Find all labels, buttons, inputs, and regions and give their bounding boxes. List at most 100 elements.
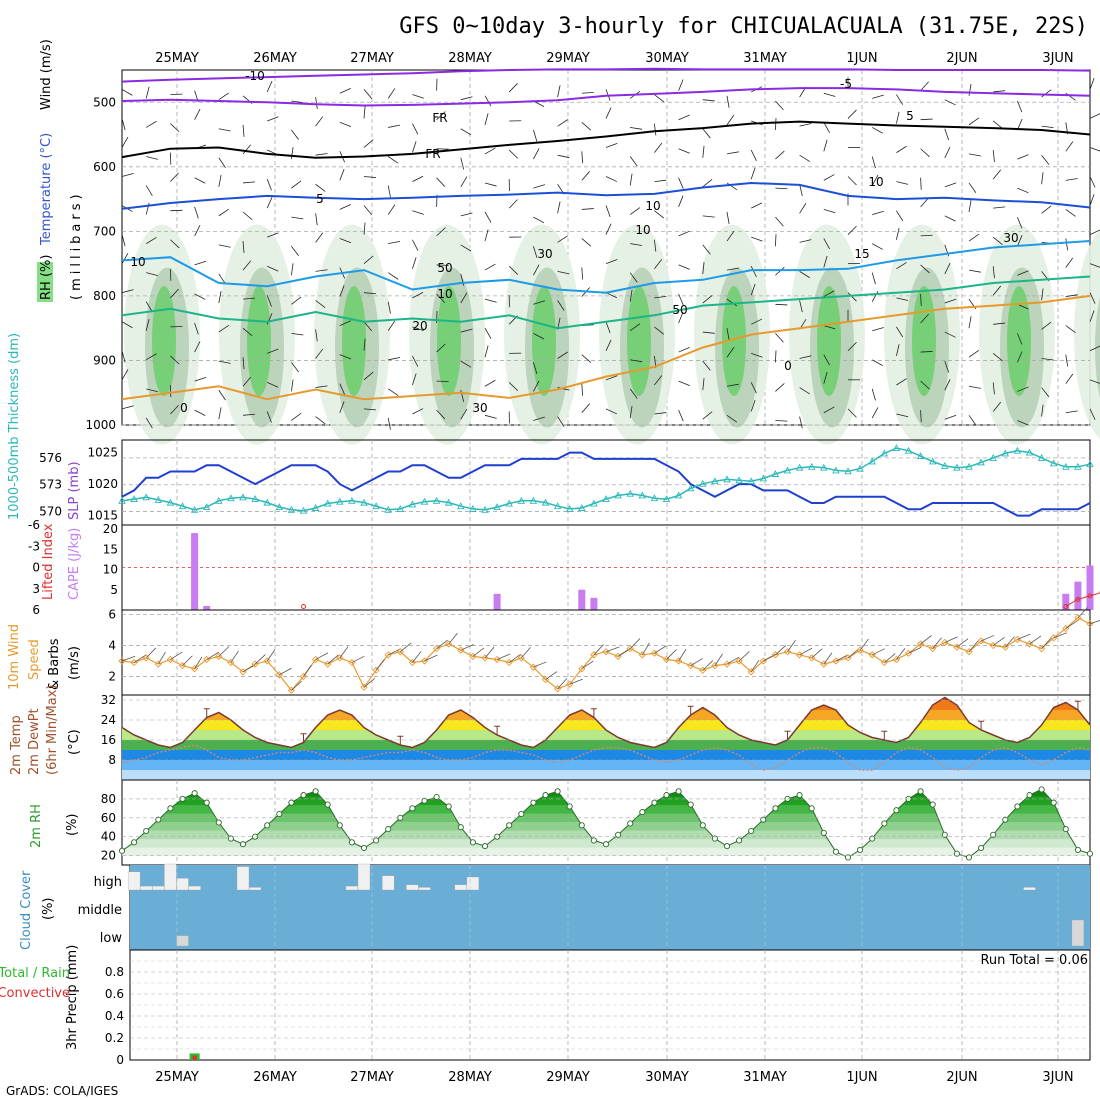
- pressure-tick-label: 1000: [85, 418, 116, 432]
- thickness-point: [227, 494, 235, 502]
- wind-barb: [533, 264, 540, 276]
- wind-barb: [218, 128, 231, 132]
- precip-tick-label: 0.4: [105, 1009, 124, 1023]
- wind-speed-point: [1074, 614, 1082, 622]
- contour-20: [121, 294, 1091, 401]
- wind-barb: [992, 169, 1002, 180]
- contour-label: 5: [906, 109, 914, 123]
- wind-speed-point: [481, 654, 489, 662]
- wind-barb: [823, 92, 836, 97]
- wind-barb: [775, 118, 777, 131]
- rh-point: [566, 803, 573, 810]
- wind-speed-point: [892, 655, 901, 664]
- wind-barb-10m: [992, 636, 1005, 646]
- wind-barb: [460, 328, 473, 333]
- wind-barb: [654, 239, 657, 252]
- wind-barb-10m: [629, 638, 641, 649]
- wind-barb-10m: [266, 649, 276, 662]
- wind-barb: [847, 225, 857, 235]
- wind-barb-10m: [460, 644, 474, 651]
- wind-barb-10m: [980, 635, 995, 642]
- wind-barb-10m: [303, 664, 312, 677]
- wind-barb: [508, 199, 518, 209]
- rh-point: [373, 837, 380, 844]
- wind-speed-point: [783, 648, 792, 656]
- thickness-point: [590, 499, 598, 507]
- thickness-point: [699, 479, 707, 487]
- wind-barb-10m: [605, 646, 620, 653]
- wind-barb: [581, 238, 592, 247]
- wind-barb: [629, 405, 633, 418]
- wind-barb: [339, 87, 351, 94]
- wind-barb: [992, 266, 995, 279]
- wind-barb: [1089, 310, 1095, 322]
- wind-speed-point: [747, 668, 755, 676]
- wind-barb: [726, 114, 735, 126]
- rh-point: [832, 848, 839, 855]
- contour-label: FR: [432, 111, 447, 125]
- wind-barb-10m: [327, 654, 339, 665]
- wind-barb: [121, 173, 134, 177]
- rh-tick-label: 60: [101, 811, 116, 825]
- wind-barb-10m: [932, 637, 942, 649]
- precip-convective-bar: [192, 1055, 197, 1060]
- wind-barb: [315, 183, 326, 192]
- thickness-point: [529, 496, 538, 504]
- wind-barb-10m: [194, 656, 203, 669]
- thickness-point: [735, 476, 743, 484]
- wind-barb: [121, 321, 133, 329]
- wind-barb: [654, 375, 663, 386]
- rh-point: [131, 839, 138, 846]
- dewpoint-line: [121, 744, 1091, 771]
- wind-barb: [557, 270, 570, 275]
- wind-tick-label: 4: [108, 639, 116, 653]
- wind-barb: [702, 244, 711, 255]
- temp2m-panel: 8 16 24 32 2m Temp 2m DewPt (6hr Min/Max) (°C): [9, 685, 1091, 781]
- wind-barb: [605, 321, 611, 334]
- wind-barb-10m: [859, 638, 869, 651]
- rh-point: [481, 843, 489, 850]
- wind-label: Wind (m/s): [39, 39, 54, 110]
- wind-barb: [266, 411, 272, 423]
- wind-barb: [218, 244, 231, 248]
- rh2m-unit: (%): [65, 814, 80, 837]
- rh-point: [1026, 792, 1033, 799]
- rh-shade-high: [817, 286, 841, 397]
- wind-barb: [339, 121, 352, 127]
- wind-barb: [726, 211, 730, 224]
- wind-barb-10m: [1065, 620, 1078, 629]
- wind-barb: [750, 283, 756, 296]
- wind-barb: [605, 292, 618, 299]
- wind-barb-10m: [508, 653, 521, 663]
- rh-shade-high: [152, 286, 176, 397]
- temp-tick-label: 16: [101, 733, 116, 747]
- wind-barb: [1089, 113, 1100, 119]
- wind-barb: [315, 329, 318, 342]
- wind-barb: [968, 117, 980, 126]
- wind-barb-10m: [726, 656, 740, 665]
- wind-barb: [242, 260, 252, 271]
- wind10m-label-d: (m/s): [67, 646, 82, 680]
- temp-label-b: 2m DewPt: [27, 708, 42, 775]
- thickness-point: [517, 496, 526, 504]
- li-point: [1063, 603, 1069, 609]
- wind-barb: [194, 341, 201, 353]
- thickness-point: [1074, 462, 1082, 470]
- footer-credit: GrADS: COLA/IGES: [6, 1084, 118, 1098]
- bottom-date-label: 2JUN: [946, 1070, 977, 1085]
- wind-barb: [387, 185, 391, 198]
- wind-barb: [218, 389, 226, 401]
- wind-barb: [920, 293, 922, 306]
- wind-barb-10m: [133, 654, 147, 663]
- wind-barb: [799, 239, 812, 243]
- rh-point: [167, 805, 174, 812]
- wind-barb: [678, 79, 684, 91]
- wind-speed-point: [953, 643, 961, 651]
- thickness-point: [928, 457, 937, 465]
- wind-barb: [944, 146, 951, 158]
- wind-barb: [775, 350, 777, 363]
- thickness-point: [457, 502, 465, 510]
- wind-barb: [799, 202, 807, 214]
- temp-tick-label: 8: [108, 753, 116, 767]
- precip-convective-label: Convective: [0, 986, 70, 1001]
